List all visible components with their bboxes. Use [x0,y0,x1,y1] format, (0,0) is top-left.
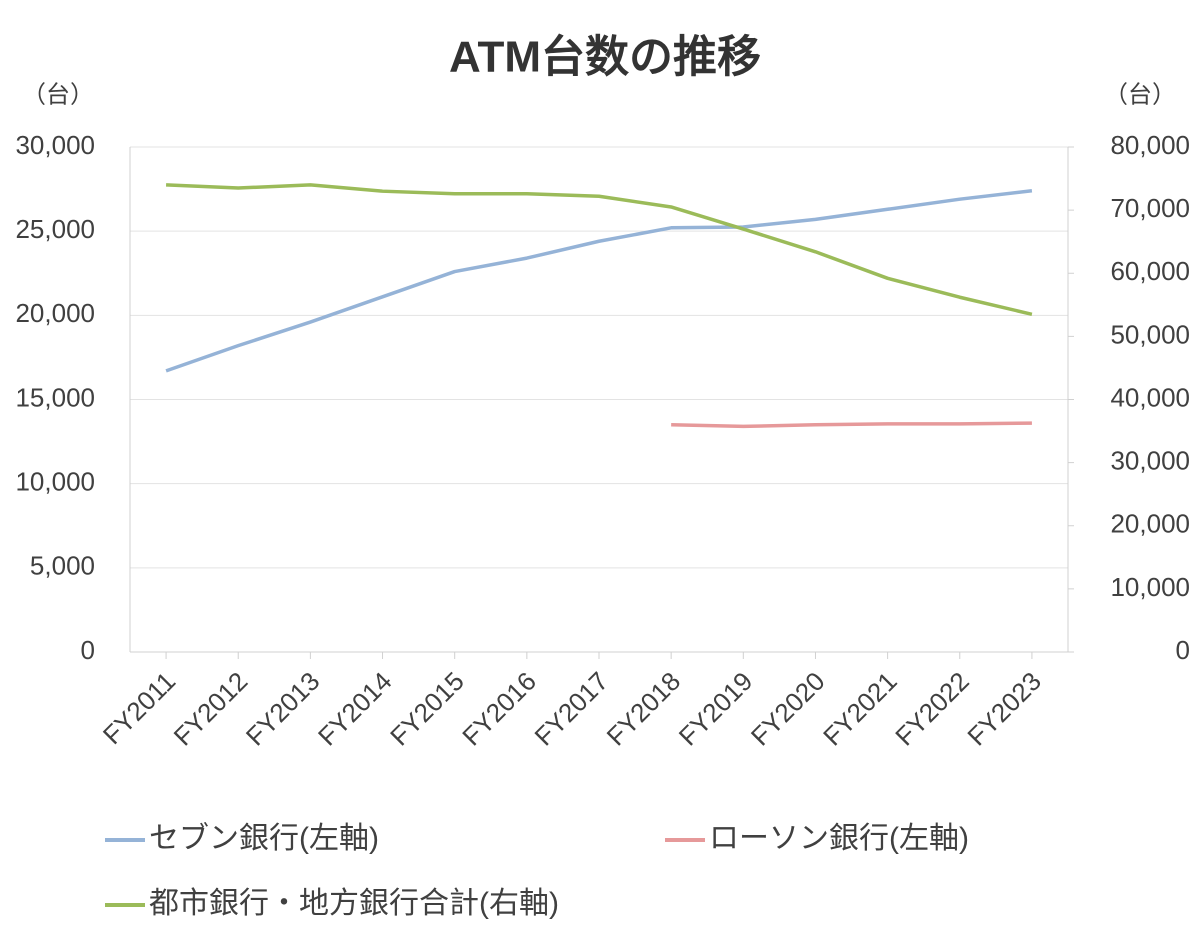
y2-tick-label: 80,000 [1110,130,1190,160]
x-tick-label: FY2021 [817,666,903,752]
y2-tick-label: 10,000 [1110,572,1190,602]
y-tick-label: 5,000 [30,551,95,581]
x-tick-label: FY2013 [240,666,326,752]
y-tick-label: 25,000 [15,214,95,244]
y2-tick-label: 50,000 [1110,319,1190,349]
x-tick-label: FY2023 [961,666,1047,752]
y-axis-unit: （台） [22,81,94,108]
series-line [671,421,1032,429]
x-tick-label: FY2017 [528,666,614,752]
y2-tick-label: 40,000 [1110,382,1190,412]
chart-title: ATM台数の推移 [449,33,761,82]
y2-tick-label: 20,000 [1110,509,1190,539]
series-line [166,183,1033,316]
legend-label: 都市銀行・地方銀行合計(右軸) [149,887,559,920]
y-tick-label: 30,000 [15,130,95,160]
legend-label: ローソン銀行(左軸) [709,822,969,855]
x-tick-label: FY2022 [889,666,975,752]
y2-tick-label: 70,000 [1110,193,1190,223]
y2-tick-label: 30,000 [1110,446,1190,476]
legend-label: セブン銀行(左軸) [149,822,379,855]
x-tick-label: FY2020 [745,666,831,752]
y-tick-label: 20,000 [15,298,95,328]
x-tick-label: FY2016 [456,666,542,752]
x-tick-label: FY2012 [168,666,254,752]
y2-tick-label: 0 [1176,635,1190,665]
y2-tick-label: 60,000 [1110,256,1190,286]
y-tick-label: 15,000 [15,382,95,412]
y2-axis-unit: （台） [1104,81,1176,108]
y-tick-label: 10,000 [15,467,95,497]
x-tick-label: FY2014 [312,666,398,752]
x-tick-label: FY2019 [673,666,759,752]
x-tick-label: FY2011 [97,666,181,750]
x-tick-label: FY2018 [601,666,687,752]
x-tick-label: FY2015 [384,666,470,752]
y-tick-label: 0 [81,635,95,665]
series-line [165,189,1033,373]
